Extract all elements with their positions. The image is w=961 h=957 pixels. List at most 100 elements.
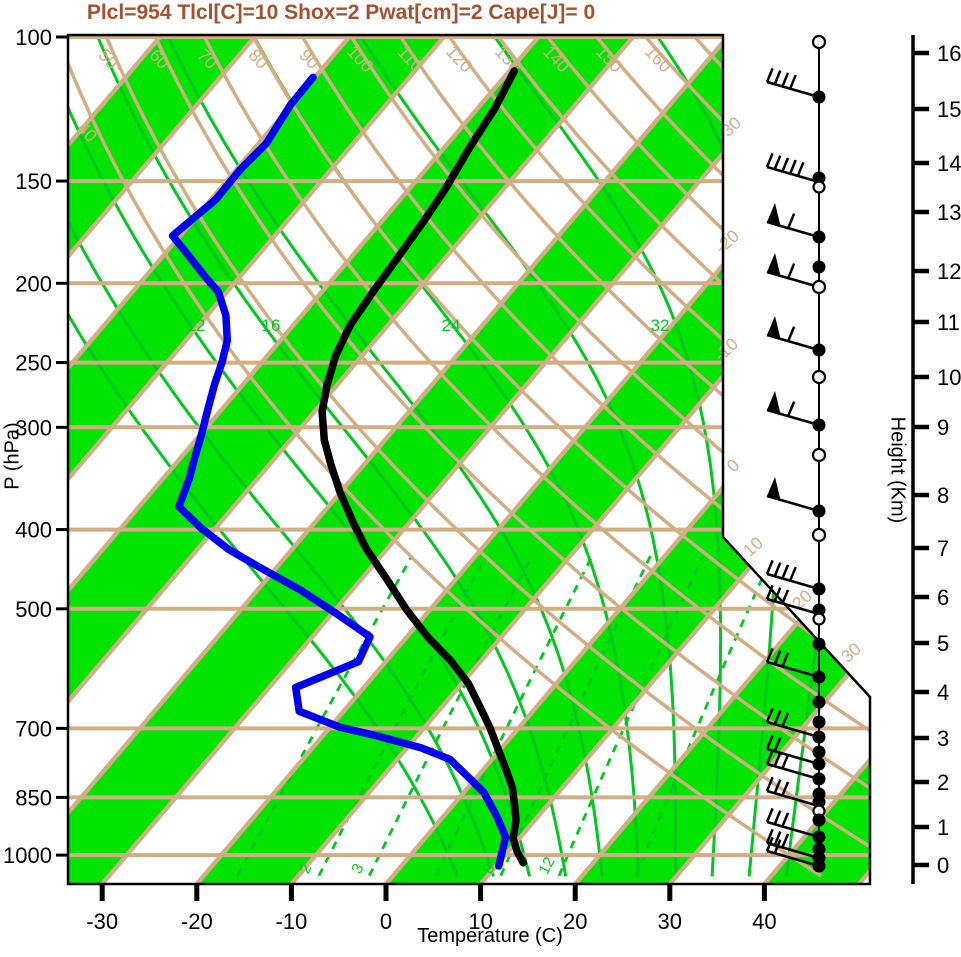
station-dot: [812, 603, 826, 617]
line-label: 160: [641, 41, 676, 76]
line-label: 10: [739, 532, 767, 560]
dry-adiabat-line: [293, 35, 870, 878]
station-dot: [812, 830, 826, 844]
barb-feather: [781, 564, 790, 579]
station-dot: [812, 504, 826, 518]
barb-flag: [767, 391, 781, 414]
barb-feather: [765, 749, 774, 765]
barb-feather: [773, 155, 782, 170]
barb-feather: [781, 754, 790, 769]
height-tick-label: 9: [937, 415, 949, 440]
barb-feather: [787, 326, 796, 342]
dry-adiabat-line: [535, 35, 870, 878]
station-circle: [811, 369, 827, 385]
height-tick-label: 6: [937, 585, 949, 610]
isotherm-band: [757, 35, 870, 884]
barb-feather: [765, 584, 774, 600]
height-tick-label: 13: [937, 200, 961, 225]
height-tick-label: 11: [937, 310, 960, 335]
line-label: 3: [348, 861, 367, 877]
line-label: 32: [651, 316, 670, 335]
station-dot: [812, 813, 826, 827]
barb-feather: [781, 833, 790, 848]
barb-feather: [765, 734, 774, 750]
station-circle: [811, 527, 827, 543]
barb-feather: [787, 401, 796, 417]
isotherm-line: [68, 35, 264, 884]
barb-feather: [773, 562, 782, 577]
barb-feather: [787, 263, 796, 279]
height-tick-label: 5: [937, 631, 949, 656]
pressure-tick-label: 500: [15, 597, 52, 622]
pressure-tick-label: 1000: [3, 843, 52, 868]
station-circle: [812, 180, 826, 194]
station-dot: [812, 670, 826, 684]
dewpoint-curve: [168, 73, 510, 870]
pressure-tick-label: 100: [15, 25, 52, 50]
barb-feather: [765, 647, 774, 663]
station-dot: [812, 795, 826, 809]
pressure-tick-label: 300: [15, 415, 52, 440]
barb-feather: [781, 652, 790, 667]
barb-feather: [781, 157, 790, 172]
station-dot: [812, 171, 826, 185]
isotherm-band: [568, 35, 870, 884]
pressure-tick-label: 850: [15, 785, 52, 810]
station-dot: [812, 90, 826, 104]
station-dot: [812, 842, 826, 856]
barb-feather: [781, 589, 790, 604]
barb-feather: [765, 828, 774, 844]
isotherm-line: [93, 35, 832, 884]
height-tick-label: 14: [937, 151, 961, 176]
height-tick-label: 3: [937, 726, 949, 751]
height-tick-label: 12: [937, 259, 961, 284]
height-tick-label: 0: [937, 853, 949, 878]
barb-flag: [767, 253, 781, 276]
barb-flag: [767, 316, 781, 339]
barb-flag: [767, 477, 781, 500]
dry-adiabat-line: [196, 35, 870, 878]
station-dot: [812, 859, 826, 873]
plot-frame: [66, 33, 872, 886]
line-label: 12: [187, 316, 206, 335]
dry-adiabat-line: [244, 35, 870, 878]
pressure-tick-label: 400: [15, 518, 52, 543]
line-label: 30: [837, 638, 865, 666]
isotherm-line: [68, 35, 643, 884]
temperature-tick-label: -20: [181, 909, 213, 934]
barb-feather: [773, 650, 782, 665]
dry-adiabat-line: [341, 35, 870, 878]
wind-barb-column: [765, 34, 827, 873]
dry-adiabat-line: [584, 35, 870, 878]
line-label: 80: [244, 45, 272, 73]
x-axis-title: Temperature (C): [417, 925, 563, 947]
height-tick-label: 10: [937, 365, 961, 390]
sounding-curves: [168, 67, 527, 870]
barb-feather: [765, 776, 774, 792]
station-circle: [811, 447, 827, 463]
line-label: 0: [723, 455, 744, 477]
pressure-tick-label: 150: [15, 169, 52, 194]
isotherm-line: [282, 35, 870, 884]
isotherm-line: [68, 35, 454, 884]
left-axis-title: P (hPa): [1, 422, 24, 490]
barb-feather: [781, 72, 790, 87]
barb-feather: [765, 836, 774, 852]
station-dot: [812, 637, 826, 651]
temperature-tick-label: -10: [276, 909, 308, 934]
station-dot: [812, 230, 826, 244]
barb-feather: [773, 839, 782, 854]
barb-feather: [773, 752, 782, 767]
isotherm-line: [755, 35, 870, 884]
isotherm-line: [661, 35, 870, 884]
station-circle: [811, 279, 827, 295]
temperature-tick-label: 20: [563, 909, 587, 934]
barb-feather: [773, 779, 782, 794]
isotherm-line: [566, 35, 870, 884]
temperature-tick-label: 0: [380, 909, 392, 934]
station-circle: [811, 34, 827, 50]
height-tick-label: 15: [937, 97, 961, 122]
chart-title: Plcl=954 Tlcl[C]=10 Shox=2 Pwat[cm]=2 Ca…: [86, 1, 596, 24]
